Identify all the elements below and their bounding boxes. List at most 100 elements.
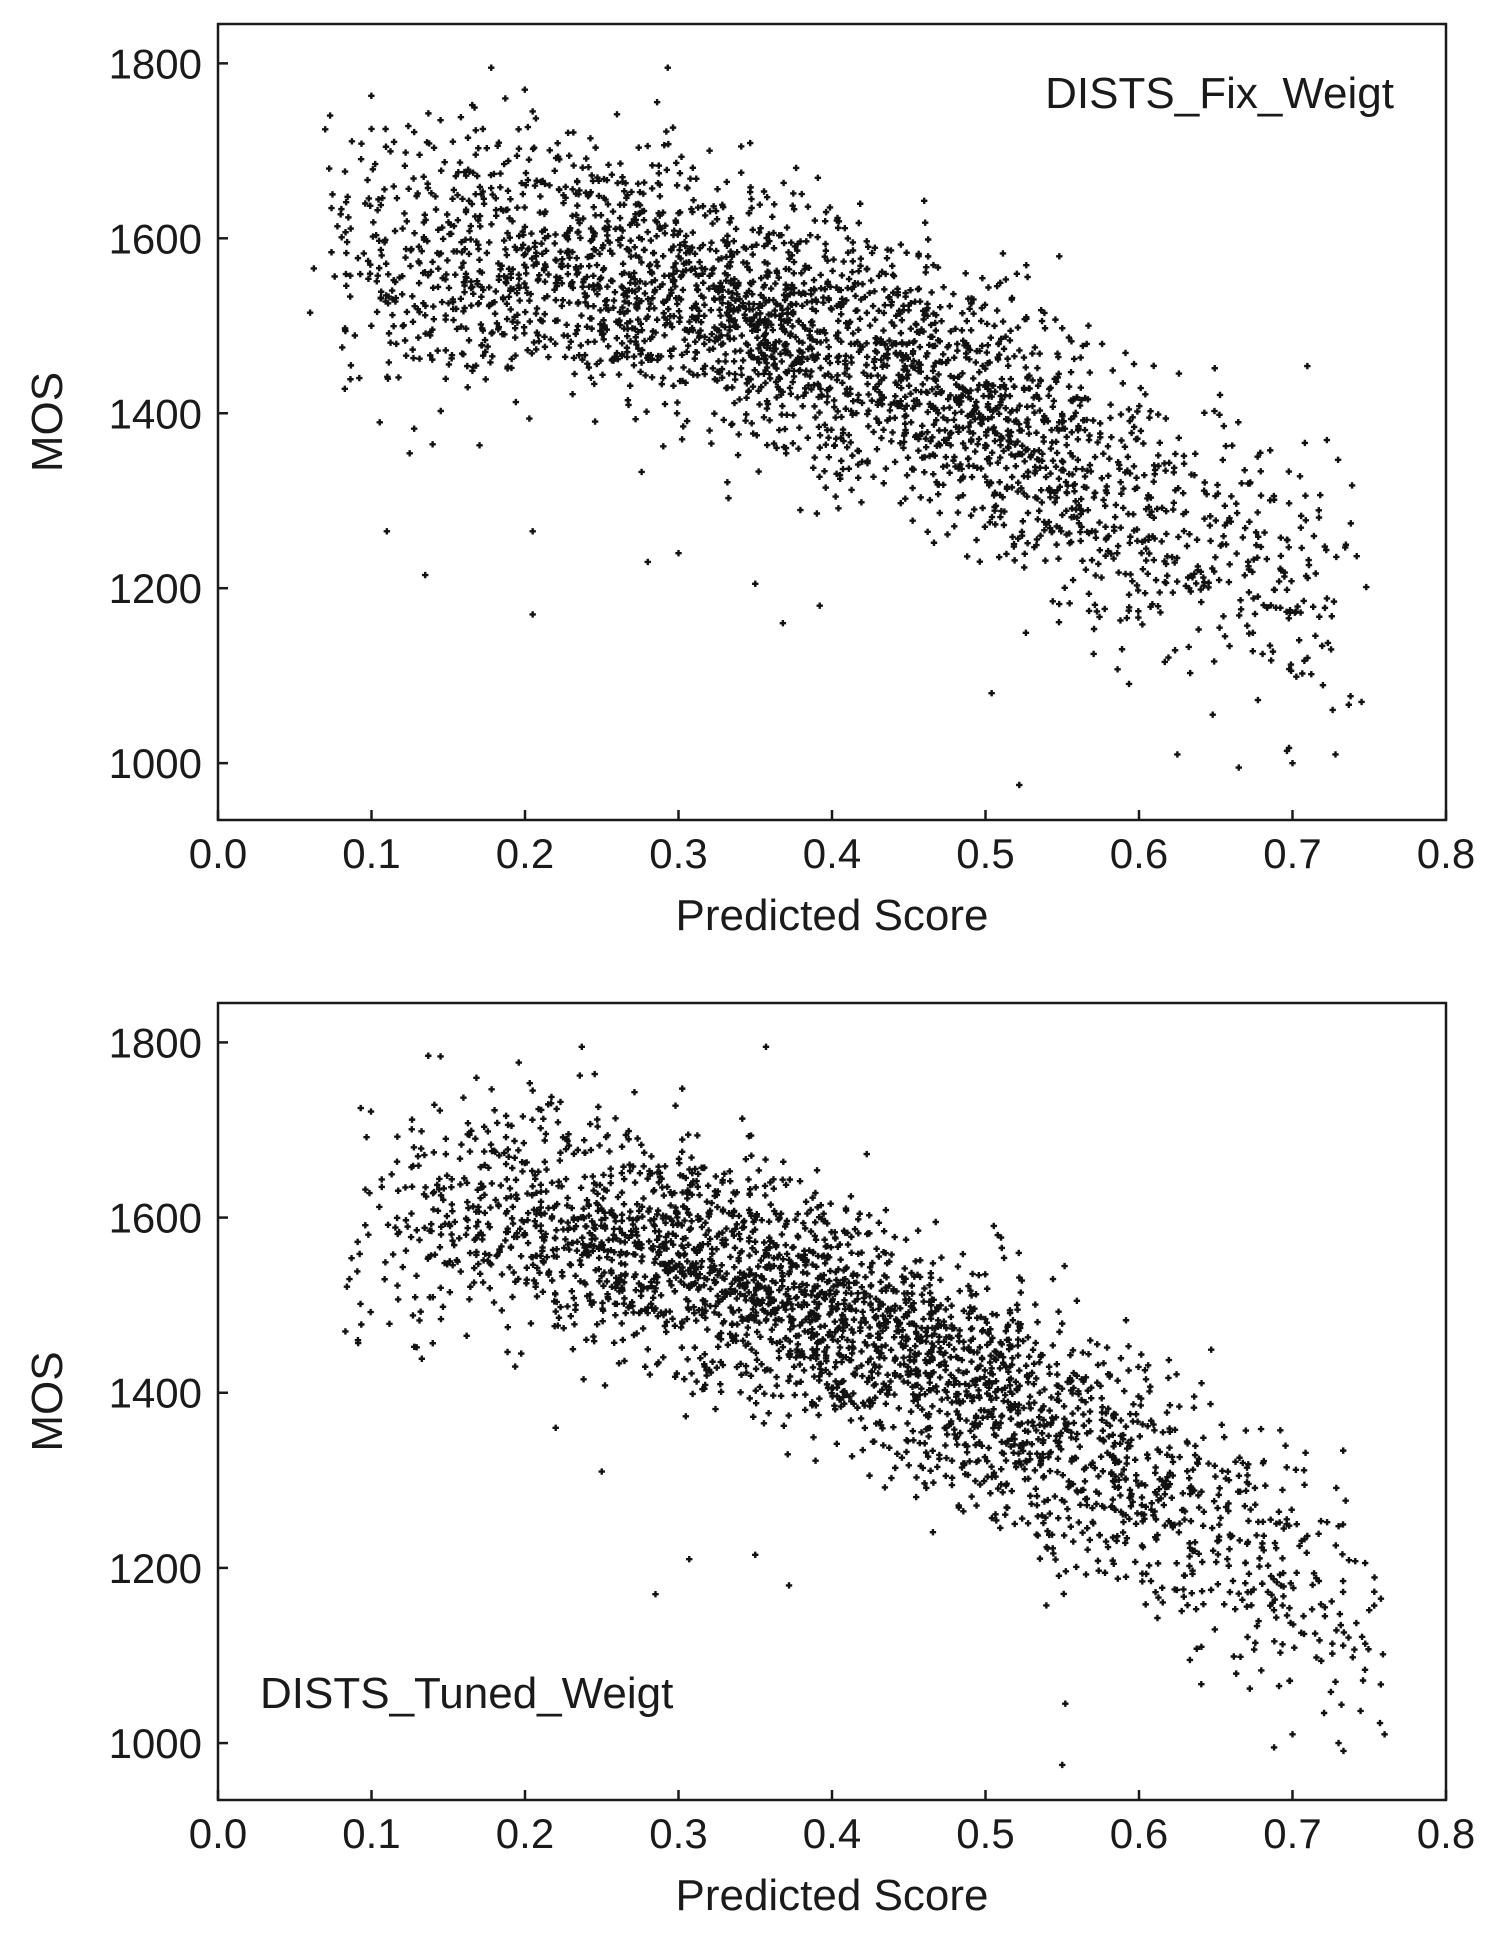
- scatter-point: [647, 300, 654, 307]
- scatter-point: [461, 304, 468, 312]
- scatter-point: [1047, 384, 1054, 391]
- scatter-point: [342, 270, 350, 278]
- scatter-point: [1020, 1404, 1027, 1412]
- scatter-point: [1025, 423, 1032, 430]
- scatter-point: [986, 460, 994, 467]
- scatter-point: [746, 188, 754, 196]
- scatter-point: [788, 281, 796, 289]
- scatter-point: [1171, 1426, 1179, 1433]
- scatter-point: [884, 346, 892, 353]
- scatter-point: [1003, 464, 1010, 472]
- scatter-point: [1230, 1653, 1238, 1660]
- scatter-point: [661, 400, 669, 408]
- scatter-point: [913, 1474, 920, 1481]
- scatter-point: [1055, 370, 1062, 378]
- scatter-point: [769, 326, 776, 334]
- scatter-point: [708, 440, 715, 447]
- scatter-point: [1012, 462, 1019, 470]
- scatter-point: [806, 1247, 813, 1254]
- scatter-point: [658, 380, 666, 388]
- scatter-point: [990, 1406, 997, 1413]
- scatter-point: [794, 354, 802, 362]
- scatter-point: [1056, 600, 1063, 608]
- scatter-point: [1008, 473, 1016, 481]
- scatter-point: [370, 219, 377, 226]
- scatter-point: [516, 1225, 524, 1233]
- scatter-point: [1175, 434, 1182, 442]
- scatter-point: [678, 436, 686, 443]
- scatter-point: [1323, 546, 1330, 554]
- scatter-point: [881, 1272, 888, 1279]
- scatter-point: [777, 1392, 785, 1400]
- scatter-point: [632, 280, 639, 287]
- scatter-point: [1362, 1640, 1369, 1647]
- scatter-point: [567, 338, 574, 345]
- scatter-point: [724, 332, 731, 339]
- scatter-point: [559, 255, 566, 263]
- scatter-point: [965, 345, 972, 352]
- scatter-point: [589, 177, 597, 185]
- scatter-point: [841, 1300, 848, 1308]
- scatter-point: [348, 138, 356, 145]
- scatter-point: [683, 327, 691, 334]
- scatter-point: [385, 359, 393, 366]
- scatter-point: [926, 1358, 934, 1365]
- scatter-point: [1062, 1568, 1070, 1575]
- scatter-point: [1126, 1515, 1133, 1523]
- scatter-point: [427, 352, 434, 359]
- scatter-point: [1352, 1557, 1359, 1565]
- scatter-point: [991, 437, 999, 445]
- scatter-point: [755, 468, 762, 475]
- scatter-point: [1074, 1488, 1081, 1496]
- scatter-point: [618, 1143, 626, 1150]
- scatter-point: [814, 380, 822, 388]
- scatter-point: [1272, 604, 1280, 611]
- scatter-point: [692, 316, 700, 324]
- scatter-point: [922, 1449, 930, 1456]
- scatter-point: [1297, 524, 1305, 531]
- scatter-point: [855, 474, 862, 481]
- scatter-point: [821, 253, 828, 260]
- scatter-point: [1239, 1459, 1247, 1467]
- scatter-point: [873, 415, 880, 422]
- scatter-point: [497, 205, 505, 213]
- scatter-point: [664, 296, 671, 303]
- scatter-point: [642, 372, 649, 379]
- scatter-point: [727, 315, 735, 323]
- scatter-point: [979, 362, 986, 370]
- scatter-point: [337, 211, 344, 218]
- scatter-point: [1051, 489, 1058, 496]
- scatter-point: [785, 249, 792, 256]
- scatter-point: [836, 471, 844, 479]
- scatter-point: [924, 408, 931, 416]
- scatter-point: [722, 351, 729, 358]
- scatter-point: [795, 317, 802, 325]
- scatter-point: [1333, 1484, 1340, 1492]
- scatter-point: [947, 392, 954, 399]
- scatter-point: [1144, 570, 1151, 577]
- scatter-point: [919, 1464, 927, 1472]
- scatter-point: [814, 351, 821, 358]
- scatter-point: [973, 398, 980, 406]
- scatter-point: [833, 376, 841, 384]
- scatter-point: [620, 1300, 628, 1307]
- scatter-point: [913, 321, 920, 328]
- scatter-point: [1107, 414, 1114, 422]
- scatter-point: [1250, 556, 1257, 563]
- scatter-point: [638, 359, 645, 366]
- scatter-panel-tuned-weight: 0.0 0.1 0.2 0.3 0.4 0.5 0.6 0.7 0.8 100012001400…: [23, 1001, 1475, 1920]
- scatter-point: [483, 144, 490, 152]
- scatter-point: [607, 1172, 615, 1180]
- scatter-point: [610, 1231, 617, 1239]
- scatter-point: [1014, 324, 1022, 331]
- scatter-point: [618, 1320, 625, 1327]
- scatter-point: [784, 284, 791, 291]
- scatter-point: [1122, 1475, 1129, 1482]
- x-tick-label: 0.7: [1263, 830, 1321, 877]
- scatter-point: [1108, 1503, 1116, 1510]
- scatter-point: [714, 336, 721, 343]
- scatter-point: [825, 434, 832, 441]
- scatter-point: [851, 340, 858, 348]
- scatter-point: [1139, 621, 1146, 628]
- scatter-point: [1033, 1375, 1040, 1382]
